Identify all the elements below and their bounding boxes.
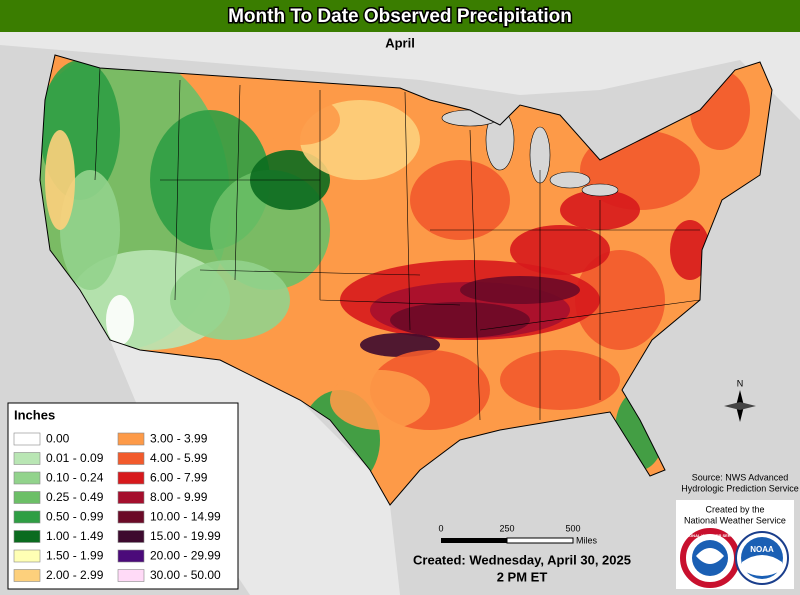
legend-swatch [13, 569, 41, 582]
legend-label: 8.00 - 9.99 [150, 490, 208, 504]
precip-area [106, 295, 134, 345]
precip-area [460, 276, 580, 304]
legend-swatch [13, 491, 41, 504]
scale-bar: 0 250 500 Miles [438, 523, 597, 545]
us-outline [39, 54, 773, 506]
title: Month To Date Observed Precipitation [228, 6, 572, 27]
legend-swatch [117, 491, 145, 504]
legend-swatch [13, 452, 41, 465]
legend-label: 3.00 - 3.99 [150, 432, 208, 446]
lake [581, 183, 619, 197]
legend-swatch [117, 452, 145, 465]
legend-label: 0.10 - 0.24 [46, 471, 104, 485]
legend-label: 0.50 - 0.99 [46, 510, 104, 524]
legend-label: 1.50 - 1.99 [46, 549, 104, 563]
legend-swatch [117, 432, 145, 446]
precip-area [170, 260, 290, 340]
compass-label: N [737, 378, 744, 388]
legend-swatch [13, 530, 41, 543]
legend-swatch [13, 510, 41, 524]
precip-area [510, 225, 610, 275]
source-line: Hydrologic Prediction Service [681, 483, 799, 493]
scale-label: 500 [565, 523, 580, 533]
legend-label: 15.00 - 19.99 [150, 529, 221, 543]
legend-label: 1.00 - 1.49 [46, 529, 104, 543]
legend-swatch [117, 530, 145, 543]
legend-swatch [13, 471, 41, 485]
state-borders [94, 67, 701, 421]
created-date: Created: Wednesday, April 30, 2025 [413, 552, 631, 567]
precip-area [390, 302, 530, 338]
precip-area [260, 95, 340, 145]
credit-line: Created by the [705, 504, 764, 514]
lake [549, 171, 591, 189]
subtitle: April [385, 35, 415, 50]
legend-label: 6.00 - 7.99 [150, 471, 208, 485]
legend-label: 2.00 - 2.99 [46, 568, 104, 582]
legend-swatch [13, 549, 41, 563]
legend-swatch [117, 510, 145, 524]
legend-label: 4.00 - 5.99 [150, 451, 208, 465]
precip-area [330, 370, 430, 430]
legend-swatch [117, 471, 145, 485]
scale-label: 0 [438, 523, 443, 533]
legend-label: 30.00 - 50.00 [150, 568, 221, 582]
legend-swatch [117, 549, 145, 563]
scale-label: 250 [499, 523, 514, 533]
legend-swatch [13, 432, 41, 446]
created-time: 2 PM ET [497, 569, 548, 584]
nws-logo: NATIONAL WEATHER SERVICE [680, 528, 740, 588]
precip-area [60, 170, 120, 290]
precip-area [45, 130, 75, 230]
precip-area [410, 160, 510, 240]
noaa-logo-text: NOAA [750, 545, 774, 554]
compass: N [724, 378, 756, 422]
legend-items: 0.00 0.01 - 0.09 0.10 - 0.24 0.25 - 0.49 0.5… [13, 432, 221, 582]
title-bar [0, 0, 800, 32]
legend-title: Inches [14, 407, 55, 422]
credit-line: National Weather Service [684, 515, 786, 525]
legend-label: 0.00 [46, 432, 70, 446]
precip-area [670, 220, 710, 280]
scale-unit: Miles [576, 535, 598, 545]
precip-area [575, 250, 665, 350]
legend-label: 0.01 - 0.09 [46, 451, 104, 465]
legend-label: 20.00 - 29.99 [150, 549, 221, 563]
legend-swatch [117, 569, 145, 582]
noaa-logo: NOAA [735, 531, 789, 585]
borders [94, 67, 701, 421]
precip-area [500, 350, 620, 410]
source-line: Source: NWS Advanced [692, 472, 789, 482]
legend-label: 10.00 - 14.99 [150, 510, 221, 524]
canada [0, 32, 800, 120]
nws-logo-text: NATIONAL WEATHER SERVICE [680, 533, 740, 538]
legend-label: 0.25 - 0.49 [46, 490, 104, 504]
